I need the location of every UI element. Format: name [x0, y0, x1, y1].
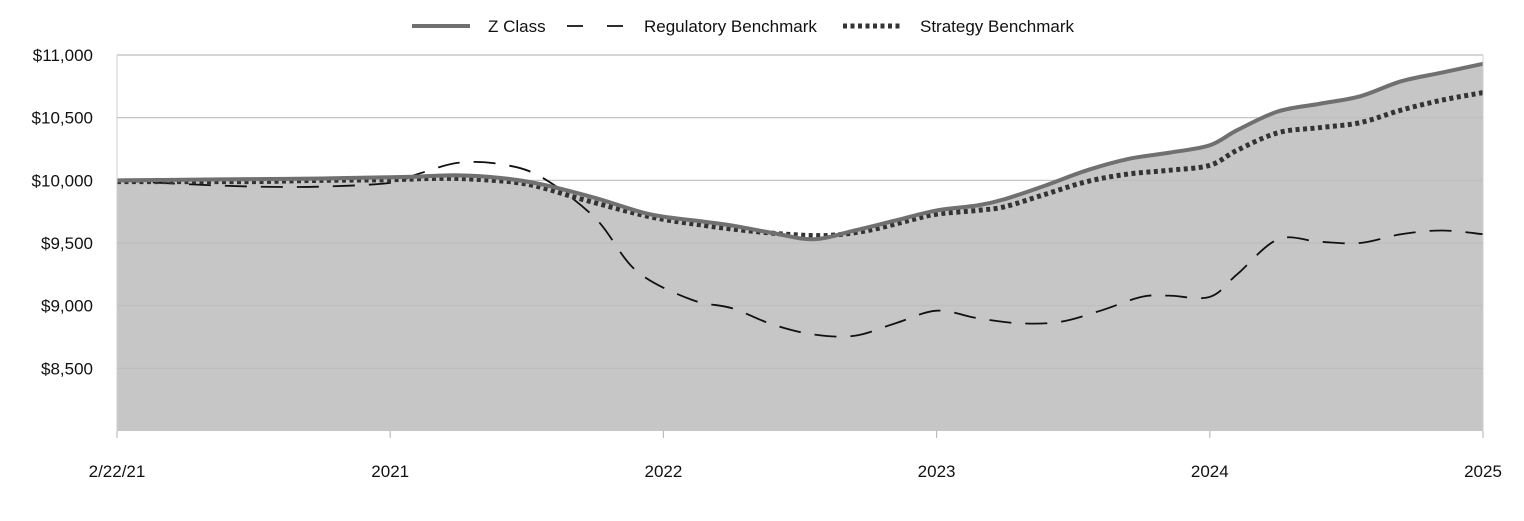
x-tick-label: 2025 [1464, 462, 1502, 481]
strategy-benchmark-line [117, 90, 1484, 239]
x-tick-label: 2024 [1191, 462, 1229, 481]
y-tick-label: $11,000 [33, 46, 93, 65]
y-tick-label: $10,500 [32, 109, 93, 128]
x-tick-label: 2023 [918, 462, 956, 481]
regulatory-benchmark-line [116, 160, 1484, 338]
legend-label: Strategy Benchmark [920, 17, 1075, 36]
y-tick-label: $9,000 [41, 297, 93, 316]
y-tick-label: $10,000 [32, 171, 93, 190]
area-fill-layer [117, 63, 1483, 432]
legend: Z Class Regulatory Benchmark Strategy Benc… [412, 17, 1075, 36]
legend-label: Z Class [488, 17, 546, 36]
axes: $8,500 $9,000 $9,500 $10,000 $10,500 $11,000 2… [32, 46, 1502, 481]
series-lines [116, 61, 1484, 338]
x-tick-label: 2021 [371, 462, 409, 481]
z-class-area-fill [117, 63, 1483, 432]
y-tick-label: $9,500 [41, 234, 93, 253]
x-tick-label: 2022 [644, 462, 682, 481]
legend-label: Regulatory Benchmark [644, 17, 817, 36]
z-class-line [116, 61, 1484, 242]
x-tick-label: 2/22/21 [89, 462, 146, 481]
y-tick-label: $8,500 [41, 359, 93, 378]
